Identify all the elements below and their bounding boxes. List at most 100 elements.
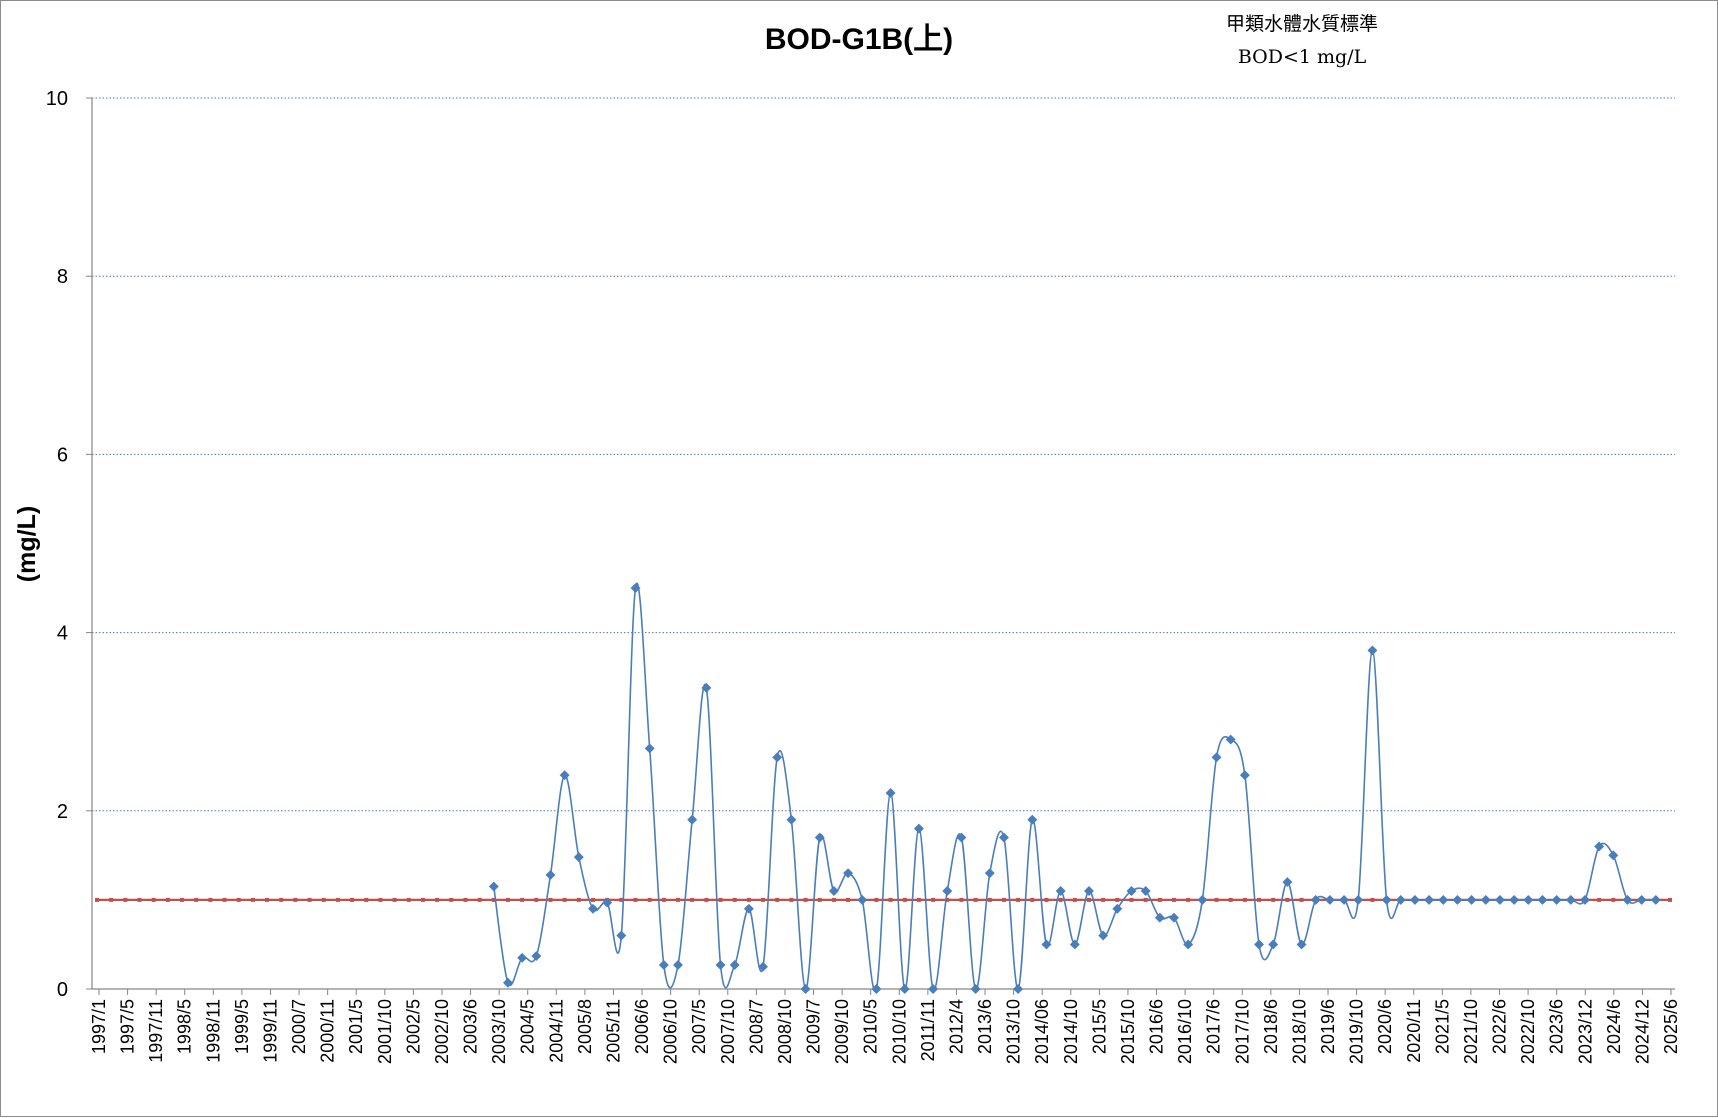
x-tick-label: 2025/6	[1661, 999, 1681, 1054]
standard-limit-marker	[1172, 897, 1177, 902]
standard-limit-marker	[350, 897, 355, 902]
standard-limit-marker	[208, 897, 213, 902]
standard-limit-marker	[548, 897, 553, 902]
standard-limit-marker	[931, 897, 936, 902]
standard-limit-marker	[1228, 897, 1233, 902]
bod-data-point	[1551, 894, 1562, 905]
x-tick-label: 1998/11	[203, 999, 223, 1063]
bod-data-point	[1409, 894, 1420, 905]
bod-data-point	[729, 959, 740, 970]
x-tick-label: 1998/5	[175, 999, 195, 1054]
bod-data-point	[488, 881, 499, 892]
standard-limit-marker	[1001, 897, 1006, 902]
x-tick-label: 2000/11	[318, 999, 338, 1063]
bod-data-point	[1069, 939, 1080, 950]
bod-line	[492, 582, 1656, 993]
x-tick-label: 2017/6	[1204, 999, 1224, 1054]
standard-limit-marker	[1242, 897, 1247, 902]
x-tick-label: 2005/11	[603, 999, 623, 1063]
x-tick-label: 2014/10	[1061, 999, 1081, 1064]
bod-data-point	[942, 886, 953, 896]
bod-data-point	[843, 868, 854, 879]
bod-data-point	[871, 984, 882, 994]
bod-data-point	[1268, 939, 1279, 950]
x-tick-label: 2018/10	[1289, 999, 1309, 1064]
standard-limit-marker	[803, 897, 808, 902]
bod-data-point	[800, 984, 811, 994]
x-tick-label: 2008/10	[775, 999, 795, 1064]
x-tick-label: 2004/5	[518, 999, 538, 1054]
bod-data-point	[687, 814, 698, 825]
bod-data-point	[1537, 894, 1548, 905]
x-tick-label: 1997/1	[89, 999, 109, 1054]
standard-limit-marker	[1101, 897, 1106, 902]
x-tick-label: 2012/4	[946, 999, 966, 1054]
bod-data-point	[970, 984, 981, 994]
bod-data-point	[913, 823, 924, 834]
standard-limit-marker	[406, 897, 411, 902]
bod-data-point	[517, 952, 528, 963]
bod-data-point	[1480, 894, 1491, 905]
bod-data-point	[1112, 903, 1123, 914]
standard-limit-marker	[1157, 897, 1162, 902]
standard-limit-marker	[590, 897, 595, 902]
y-tick-label: 2	[57, 801, 68, 823]
bod-data-point	[984, 868, 995, 879]
standard-limit-marker	[1072, 897, 1077, 902]
bod-data-point	[1636, 894, 1647, 905]
bod-data-point	[1353, 894, 1364, 905]
standard-limit-marker	[1285, 897, 1290, 902]
standard-limit-marker	[1611, 897, 1616, 902]
x-tick-label: 1997/11	[146, 999, 166, 1063]
standard-limit-marker	[1129, 897, 1134, 902]
bod-data-point	[743, 903, 754, 914]
x-tick-label: 2002/5	[403, 999, 423, 1054]
standard-limit-marker	[633, 897, 638, 902]
standard-limit-marker	[761, 897, 766, 902]
bod-data-point	[1169, 912, 1179, 923]
bod-data-point	[899, 984, 910, 994]
standard-limit-marker	[718, 897, 723, 902]
standard-limit-marker	[392, 897, 397, 902]
standard-limit-marker	[1186, 897, 1191, 902]
standard-limit-marker	[279, 897, 284, 902]
bod-data-point	[673, 959, 683, 970]
x-tick-label: 2019/6	[1318, 999, 1338, 1054]
x-tick-label: 2013/6	[975, 999, 995, 1054]
standard-limit-marker	[732, 897, 737, 902]
bod-data-point	[928, 984, 939, 994]
standard-limit-marker	[945, 897, 950, 902]
x-tick-label: 2000/7	[289, 999, 309, 1054]
standard-limit-marker	[534, 897, 539, 902]
x-tick-label: 2001/10	[375, 999, 395, 1064]
bod-data-point	[885, 788, 896, 798]
standard-limit-marker	[321, 897, 326, 902]
standard-limit-marker	[250, 897, 255, 902]
bod-data-point	[999, 832, 1009, 843]
x-tick-label: 2004/11	[546, 999, 566, 1063]
bod-data-point	[1608, 850, 1619, 861]
x-tick-label: 2011/11	[918, 999, 938, 1061]
standard-limit-marker	[435, 897, 440, 902]
bod-data-point	[1254, 939, 1264, 950]
bod-data-point	[1239, 770, 1250, 781]
y-tick-label: 10	[46, 88, 68, 110]
standard-limit-marker	[831, 897, 836, 902]
standard-limit-marker	[704, 897, 709, 902]
standard-limit-marker	[1214, 897, 1219, 902]
standard-limit-marker	[505, 897, 510, 902]
bod-data-point	[1140, 886, 1151, 896]
standard-limit-marker	[293, 897, 298, 902]
standard-limit-marker	[874, 897, 879, 902]
bod-data-point	[701, 682, 712, 693]
standard-limit-marker	[307, 897, 312, 902]
bod-data-point	[1211, 752, 1222, 763]
y-tick-labels: 0 2 4 6 8 10	[46, 88, 68, 1001]
standard-limit-marker	[1299, 897, 1304, 902]
standard-limit-marker	[562, 897, 567, 902]
x-tick-label: 2002/10	[432, 999, 452, 1064]
x-tick-label: 2009/10	[832, 999, 852, 1064]
bod-data-point	[1324, 894, 1335, 905]
